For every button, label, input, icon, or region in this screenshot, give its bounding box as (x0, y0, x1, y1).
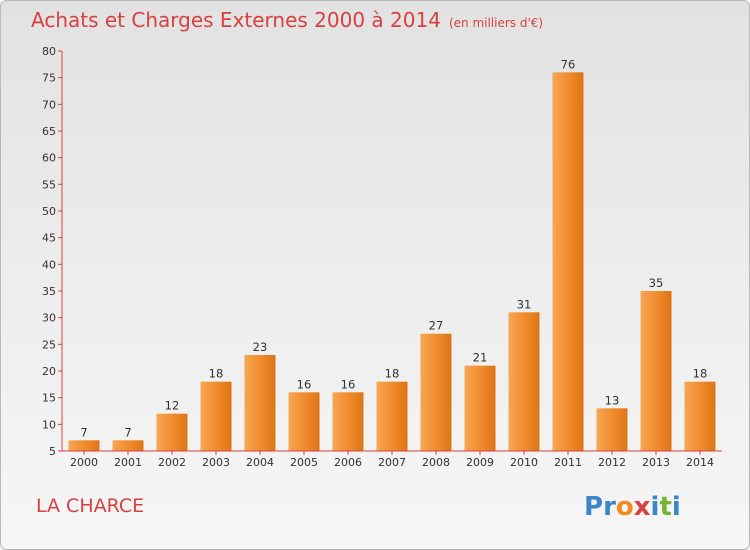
value-label-2013: 35 (649, 276, 664, 290)
x-tick-label-2014: 2014 (686, 456, 714, 469)
logo-letter: r (603, 492, 616, 522)
y-axis: 5 10 15 20 25 30 35 40 45 50 55 60 65 70 75 80 (42, 45, 63, 458)
value-label-2004: 23 (253, 340, 268, 354)
y-tick-label-80: 80 (42, 45, 56, 58)
x-tick-label-2002: 2002 (158, 456, 186, 469)
x-tick-label-2012: 2012 (598, 456, 626, 469)
x-tick-label-2001: 2001 (114, 456, 142, 469)
value-label-2009: 21 (473, 351, 488, 365)
value-label-2002: 12 (165, 399, 180, 413)
bar-2013 (640, 291, 672, 451)
bar-2004 (244, 355, 276, 451)
y-tick-label-50: 50 (42, 205, 56, 218)
location-label: LA CHARCE (36, 495, 145, 517)
bar-2014 (684, 381, 716, 451)
y-tick-label-55: 55 (42, 178, 56, 191)
y-tick-label-20: 20 (42, 365, 56, 378)
y-tick-label-15: 15 (42, 392, 56, 405)
bar-2006 (332, 392, 364, 451)
y-tick-label-70: 70 (42, 98, 56, 111)
chart-title: Achats et Charges Externes 2000 à 2014 (e… (31, 8, 543, 32)
bar-2011 (552, 72, 584, 451)
y-tick-label-60: 60 (42, 152, 56, 165)
x-tick-label-2003: 2003 (202, 456, 230, 469)
value-label-2010: 31 (517, 297, 532, 311)
x-tick-label-2013: 2013 (642, 456, 670, 469)
x-axis: 2000 2001 2002 2003 2004 2005 2006 2007 2008 2009… (62, 450, 722, 469)
x-tick-label-2010: 2010 (510, 456, 538, 469)
x-tick-label-2007: 2007 (378, 456, 406, 469)
x-tick-label-2004: 2004 (246, 456, 274, 469)
bar-2007 (376, 381, 408, 451)
bar-2012 (596, 408, 628, 451)
value-label-2005: 16 (297, 377, 312, 391)
y-tick-label-5: 5 (49, 445, 56, 458)
bar-2010 (508, 312, 540, 451)
bar-2000 (68, 440, 100, 451)
logo-letter: x (633, 492, 651, 522)
value-label-2000: 7 (80, 425, 87, 439)
y-tick-label-75: 75 (42, 72, 56, 85)
y-tick-label-10: 10 (42, 418, 56, 431)
x-tick-label-2008: 2008 (422, 456, 450, 469)
proxiti-logo: Proxiti (584, 492, 681, 522)
x-tick-label-2006: 2006 (334, 456, 362, 469)
y-tick-label-25: 25 (42, 338, 56, 351)
chart-title-text: Achats et Charges Externes 2000 à 2014 (31, 8, 441, 32)
y-tick-label-65: 65 (42, 125, 56, 138)
bar-2001 (112, 440, 144, 451)
value-label-2014: 18 (693, 367, 708, 381)
x-tick-label-2000: 2000 (70, 456, 98, 469)
value-label-2007: 18 (385, 367, 400, 381)
logo-letter: o (615, 492, 634, 522)
x-tick-label-2011: 2011 (554, 456, 582, 469)
x-tick-label-2005: 2005 (290, 456, 318, 469)
bar-2005 (288, 392, 320, 451)
y-tick-label-45: 45 (42, 232, 56, 245)
y-tick-label-35: 35 (42, 285, 56, 298)
y-tick-label-30: 30 (42, 312, 56, 325)
logo-letter: i (671, 492, 681, 522)
logo-letter: P (584, 492, 604, 522)
value-labels-group: 7 7 12 18 23 16 16 18 27 21 31 76 13 35 18 (80, 57, 707, 439)
value-label-2012: 13 (605, 393, 620, 407)
value-label-2011: 76 (561, 57, 576, 71)
bar-2008 (420, 333, 452, 451)
x-tick-label-2009: 2009 (466, 456, 494, 469)
chart-unit: (en milliers d'€) (448, 16, 544, 30)
value-label-2008: 27 (429, 319, 444, 333)
logo-letter: i (650, 492, 660, 522)
bar-2003 (200, 381, 232, 451)
y-tick-label-40: 40 (42, 258, 56, 271)
value-label-2003: 18 (209, 367, 224, 381)
value-label-2001: 7 (124, 425, 131, 439)
bars-group (68, 72, 716, 451)
value-label-2006: 16 (341, 377, 356, 391)
bar-2009 (464, 365, 496, 451)
logo-letter: t (659, 492, 672, 522)
bar-2002 (156, 413, 188, 451)
